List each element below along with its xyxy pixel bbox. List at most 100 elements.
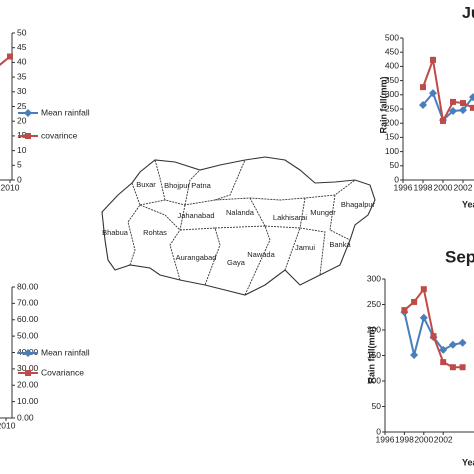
- point: [420, 286, 427, 293]
- y-tick-label: 450: [385, 46, 399, 56]
- y-tick-label: 200: [367, 324, 381, 334]
- point: [7, 53, 13, 60]
- legend-label: Mean rainfall: [41, 107, 90, 117]
- point: [429, 89, 437, 98]
- point: [450, 98, 456, 105]
- chart-title: Septer: [445, 247, 474, 266]
- y-tick-label: 40: [17, 57, 27, 67]
- map-boundaries: [127, 159, 356, 296]
- legend-marker: [24, 349, 32, 357]
- y-tick-label: 200: [385, 117, 399, 127]
- y-tick-label: 35: [17, 71, 27, 81]
- district-label: Banka: [329, 240, 351, 249]
- y-tick-label: 20.00: [17, 380, 39, 390]
- y-tick-label: 500: [385, 32, 399, 42]
- x-tick-label: 1996: [394, 182, 413, 192]
- district-label: Gaya: [227, 258, 246, 267]
- district-label: Lakhisarai: [273, 213, 308, 222]
- y-tick-label: 350: [385, 75, 399, 85]
- district-label: Munger: [310, 208, 336, 217]
- x-tick-label: 2000: [414, 434, 433, 444]
- y-tick-label: 150: [385, 132, 399, 142]
- district-label: Bhojpur: [164, 181, 190, 190]
- y-tick-label: 50: [390, 160, 400, 170]
- y-axis-label: Rain fall(mm): [378, 76, 388, 133]
- x-tick-label: 1998: [395, 434, 414, 444]
- point: [419, 313, 428, 322]
- point: [430, 333, 437, 340]
- point: [401, 307, 408, 314]
- point: [470, 104, 474, 111]
- y-tick-label: 25: [17, 101, 27, 111]
- x-tick-label: 2002: [434, 434, 453, 444]
- y-tick-label: 50: [372, 401, 382, 411]
- district-label: Buxar: [136, 180, 156, 189]
- y-tick-label: 400: [385, 61, 399, 71]
- chart-title: Ju: [462, 5, 474, 22]
- y-tick-label: 50.00: [17, 330, 39, 340]
- y-tick-label: 10: [17, 145, 27, 155]
- district-map: Buxar Bhojpur Patna Jahanabad Nalanda Lakhisa…: [101, 156, 376, 296]
- point: [469, 93, 474, 102]
- y-tick-label: 30: [17, 86, 27, 96]
- y-tick-label: 150: [367, 350, 381, 360]
- y-tick-label: 60.00: [17, 314, 39, 324]
- legend-marker: [25, 370, 31, 376]
- series-line: [422, 55, 474, 125]
- point: [420, 84, 426, 91]
- line-chart: 051015202530354045502010Mean rainfallcov…: [0, 27, 90, 192]
- point: [419, 101, 427, 110]
- point: [449, 106, 457, 115]
- legend-label: covarince: [41, 130, 78, 140]
- district-label: Aurangabad: [176, 253, 217, 262]
- district-label: Patna: [191, 181, 211, 190]
- y-tick-label: 100: [367, 375, 381, 385]
- district-label: Nalanda: [226, 208, 255, 217]
- x-axis-label: Yea: [462, 199, 474, 209]
- district-label: Bhagalpur: [341, 200, 376, 209]
- y-tick-label: 5: [17, 160, 22, 170]
- series-line: [422, 91, 474, 122]
- x-tick-label: 2010: [1, 182, 20, 192]
- y-tick-label: 30.00: [17, 363, 39, 373]
- point: [458, 338, 467, 347]
- point: [449, 364, 456, 371]
- y-tick-label: 10.00: [17, 396, 39, 406]
- legend-marker: [24, 109, 32, 117]
- y-tick-label: 50: [17, 27, 27, 37]
- x-tick-label: 1996: [376, 434, 395, 444]
- point: [410, 350, 419, 359]
- point: [460, 100, 466, 107]
- x-tick-label: 2002: [454, 182, 473, 192]
- district-label: Jamui: [295, 243, 315, 252]
- point: [440, 117, 446, 124]
- y-tick-label: 20: [17, 115, 27, 125]
- x-tick-label: 2010: [0, 420, 16, 430]
- legend-label: Covariance: [41, 367, 84, 377]
- x-axis-label: Yea: [462, 457, 474, 467]
- y-tick-label: 300: [367, 273, 381, 283]
- district-label: Bhabua: [102, 228, 129, 237]
- line-chart: 0.0010.0020.0030.0040.0050.0060.0070.008…: [0, 281, 90, 430]
- y-tick-label: 80.00: [17, 281, 39, 291]
- map-outline: [101, 156, 376, 296]
- y-tick-label: 45: [17, 42, 27, 52]
- y-tick-label: 100: [385, 146, 399, 156]
- y-tick-label: 0: [394, 174, 399, 184]
- point: [411, 298, 418, 305]
- x-tick-label: 1998: [414, 182, 433, 192]
- district-label: Rohtas: [143, 228, 167, 237]
- y-tick-label: 0: [376, 426, 381, 436]
- point: [448, 340, 457, 349]
- y-tick-label: 250: [367, 299, 381, 309]
- point: [440, 359, 447, 366]
- district-label: Nawada: [247, 250, 275, 259]
- y-tick-label: 0.00: [17, 412, 34, 422]
- y-axis-label: Rain fall(mm): [366, 326, 376, 383]
- district-label: Jahanabad: [177, 211, 214, 220]
- y-tick-label: 70.00: [17, 298, 39, 308]
